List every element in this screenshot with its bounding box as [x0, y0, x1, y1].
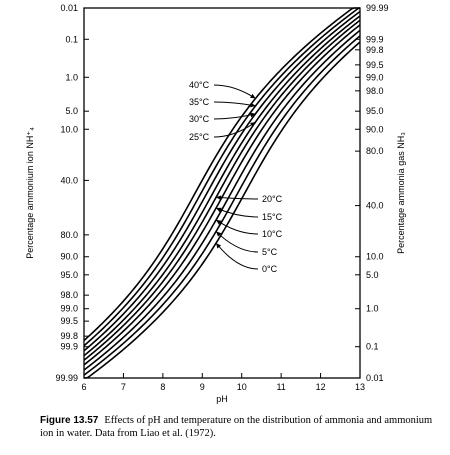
y-right-tick-label: 1.0	[366, 304, 379, 314]
x-tick-label: 8	[160, 382, 165, 392]
series-line-4	[83, 19, 361, 361]
label-arrowhead	[250, 93, 256, 99]
series-line-2	[83, 10, 361, 352]
y-left-tick-label: 5.0	[65, 106, 78, 116]
y-left-tick-label: 99.9	[60, 342, 78, 352]
series-line-3	[83, 15, 361, 357]
y-left-tick-label: 99.0	[60, 304, 78, 314]
label-leader	[213, 101, 256, 107]
curve-label: 35°C	[189, 97, 210, 107]
y-right-tick-label: 0.01	[366, 373, 384, 383]
y-right-tick-label: 80.0	[366, 146, 384, 156]
y-right-tick-label: 99.9	[366, 34, 384, 44]
label-arrowhead	[216, 231, 222, 237]
x-tick-label: 13	[355, 382, 365, 392]
series-line-1	[83, 7, 361, 347]
label-leader	[215, 242, 259, 270]
plot-frame	[83, 7, 361, 379]
curve-label: 40°C	[189, 80, 210, 90]
y-left-tick-label: 98.0	[60, 290, 78, 300]
y-right-tick-label: 40.0	[366, 201, 384, 211]
label-arrowhead	[216, 207, 222, 213]
y-right-tick-label: 99.5	[366, 60, 384, 70]
series-line-6	[83, 29, 361, 371]
curve-label: 20°C	[262, 194, 283, 204]
series-line-7	[83, 35, 361, 376]
x-tick-label: 10	[237, 382, 247, 392]
x-tick-label: 6	[81, 382, 86, 392]
y-left-tick-label: 80.0	[60, 230, 78, 240]
curve-label: 5°C	[262, 247, 278, 257]
label-arrowhead	[216, 195, 222, 201]
y-right-tick-label: 99.8	[366, 45, 384, 55]
x-tick-label: 11	[276, 382, 285, 392]
label-arrowhead	[250, 112, 256, 118]
y-right-tick-label: 99.99	[366, 3, 389, 13]
y-left-tick-label: 0.01	[60, 3, 78, 13]
y-left-tick-label: 0.1	[65, 34, 78, 44]
ammonia-distribution-chart: 6 7 8 9 10 11 12 130.010.11.05.010.040.080.090.…	[25, 3, 406, 404]
y-left-tick-label: 99.99	[55, 373, 78, 383]
y-left-tick-label: 99.8	[60, 331, 78, 341]
label-arrowhead	[216, 219, 222, 225]
y-right-tick-label: 98.0	[366, 86, 384, 96]
y-left-tick-label: 10.0	[60, 124, 78, 134]
label-leader	[216, 196, 259, 200]
y-left-tick-label: 90.0	[60, 252, 78, 262]
y-right-tick-label: 10.0	[366, 252, 384, 262]
x-tick-label: 12	[316, 382, 326, 392]
label-arrowhead	[250, 122, 256, 127]
label-arrowhead	[250, 102, 256, 108]
curve-label: 10°C	[262, 229, 283, 239]
curve-label: 0°C	[262, 264, 278, 274]
y-right-tick-label: 5.0	[366, 270, 379, 280]
y-right-tick-label: 99.0	[366, 72, 384, 82]
label-leader	[213, 84, 256, 99]
y-right-tick-label: 0.1	[366, 342, 379, 352]
y-right-tick-label: 90.0	[366, 124, 384, 134]
y-axis-right-title: Percentage ammonia gas NH₃	[396, 132, 406, 254]
y-left-tick-label: 40.0	[60, 175, 78, 185]
x-tick-label: 9	[200, 382, 205, 392]
curve-label: 30°C	[189, 114, 210, 124]
y-axis-left-title: Percentage ammonium ion NH⁺₄	[25, 127, 35, 259]
curve-labels-layer: 40°C 35°C 30°C 25°C 20°C 15°C 10°C 5°C 0°C	[189, 80, 283, 274]
label-arrowhead	[216, 243, 222, 249]
label-leader	[215, 231, 259, 253]
x-axis-title: pH	[216, 394, 228, 404]
y-right-tick-label: 95.0	[366, 106, 384, 116]
figure-number: Figure 13.57	[40, 415, 99, 426]
y-left-tick-label: 95.0	[60, 270, 78, 280]
ticks-layer: 6 7 8 9 10 11 12 130.010.11.05.010.040.080.090.…	[55, 3, 388, 392]
curves-layer	[83, 7, 361, 379]
caption-text: Effects of pH and temperature on the dis…	[40, 415, 433, 439]
y-left-tick-label: 1.0	[65, 72, 78, 82]
y-left-tick-label: 99.5	[60, 316, 78, 326]
curve-label: 25°C	[189, 132, 210, 142]
curve-label: 15°C	[262, 212, 283, 222]
series-line-0	[83, 7, 360, 342]
x-tick-label: 7	[121, 382, 126, 392]
series-line-8	[84, 41, 361, 379]
figure-caption: Figure 13.57 Effects of pH and temperatur…	[40, 414, 444, 440]
